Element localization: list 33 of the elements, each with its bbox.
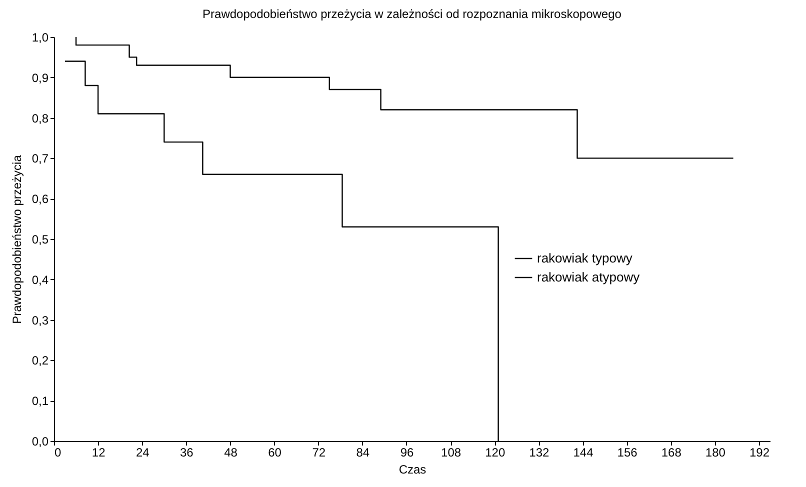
x-tick-label: 24	[136, 446, 150, 460]
y-tick-label: 1,0	[32, 30, 49, 44]
y-tick-label: 0,5	[32, 232, 49, 246]
legend-label: rakowiak atypowy	[537, 270, 640, 284]
y-tick-label: 0,2	[32, 354, 49, 368]
x-tick-label: 192	[749, 446, 770, 460]
y-tick-label: 0,7	[32, 152, 49, 166]
y-tick-label: 0,0	[32, 434, 49, 448]
x-tick-label: 36	[180, 446, 194, 460]
y-tick-label: 0,1	[32, 394, 49, 408]
y-tick-label: 0,6	[32, 192, 49, 206]
x-tick-label: 96	[400, 446, 414, 460]
x-tick-label: 156	[617, 446, 638, 460]
chart-title: Prawdopodobieństwo przeżycia w zależności od rozpoznania mikroskopowego	[202, 7, 622, 21]
x-axis-title: Czas	[398, 462, 426, 476]
y-tick-label: 0,3	[32, 313, 49, 328]
x-tick-label: 180	[705, 446, 726, 460]
y-tick-label: 0,9	[32, 70, 49, 85]
x-tick-label: 60	[268, 446, 282, 460]
x-tick-label: 48	[224, 446, 238, 460]
y-axis-title: Prawdopodobieństwo przeżycia	[10, 154, 24, 324]
y-tick-label: 0,8	[32, 111, 49, 126]
x-tick-label: 132	[529, 446, 550, 460]
x-tick-label: 72	[312, 446, 326, 460]
x-tick-label: 144	[573, 446, 594, 460]
x-tick-label: 84	[356, 446, 370, 460]
y-tick-label: 0,4	[32, 272, 49, 287]
x-tick-label: 0	[54, 446, 62, 460]
x-tick-label: 108	[441, 446, 462, 460]
x-tick-label: 120	[485, 446, 506, 460]
x-tick-label: 12	[92, 446, 106, 460]
x-tick-label: 168	[661, 446, 682, 460]
legend-label: rakowiak typowy	[537, 250, 633, 266]
